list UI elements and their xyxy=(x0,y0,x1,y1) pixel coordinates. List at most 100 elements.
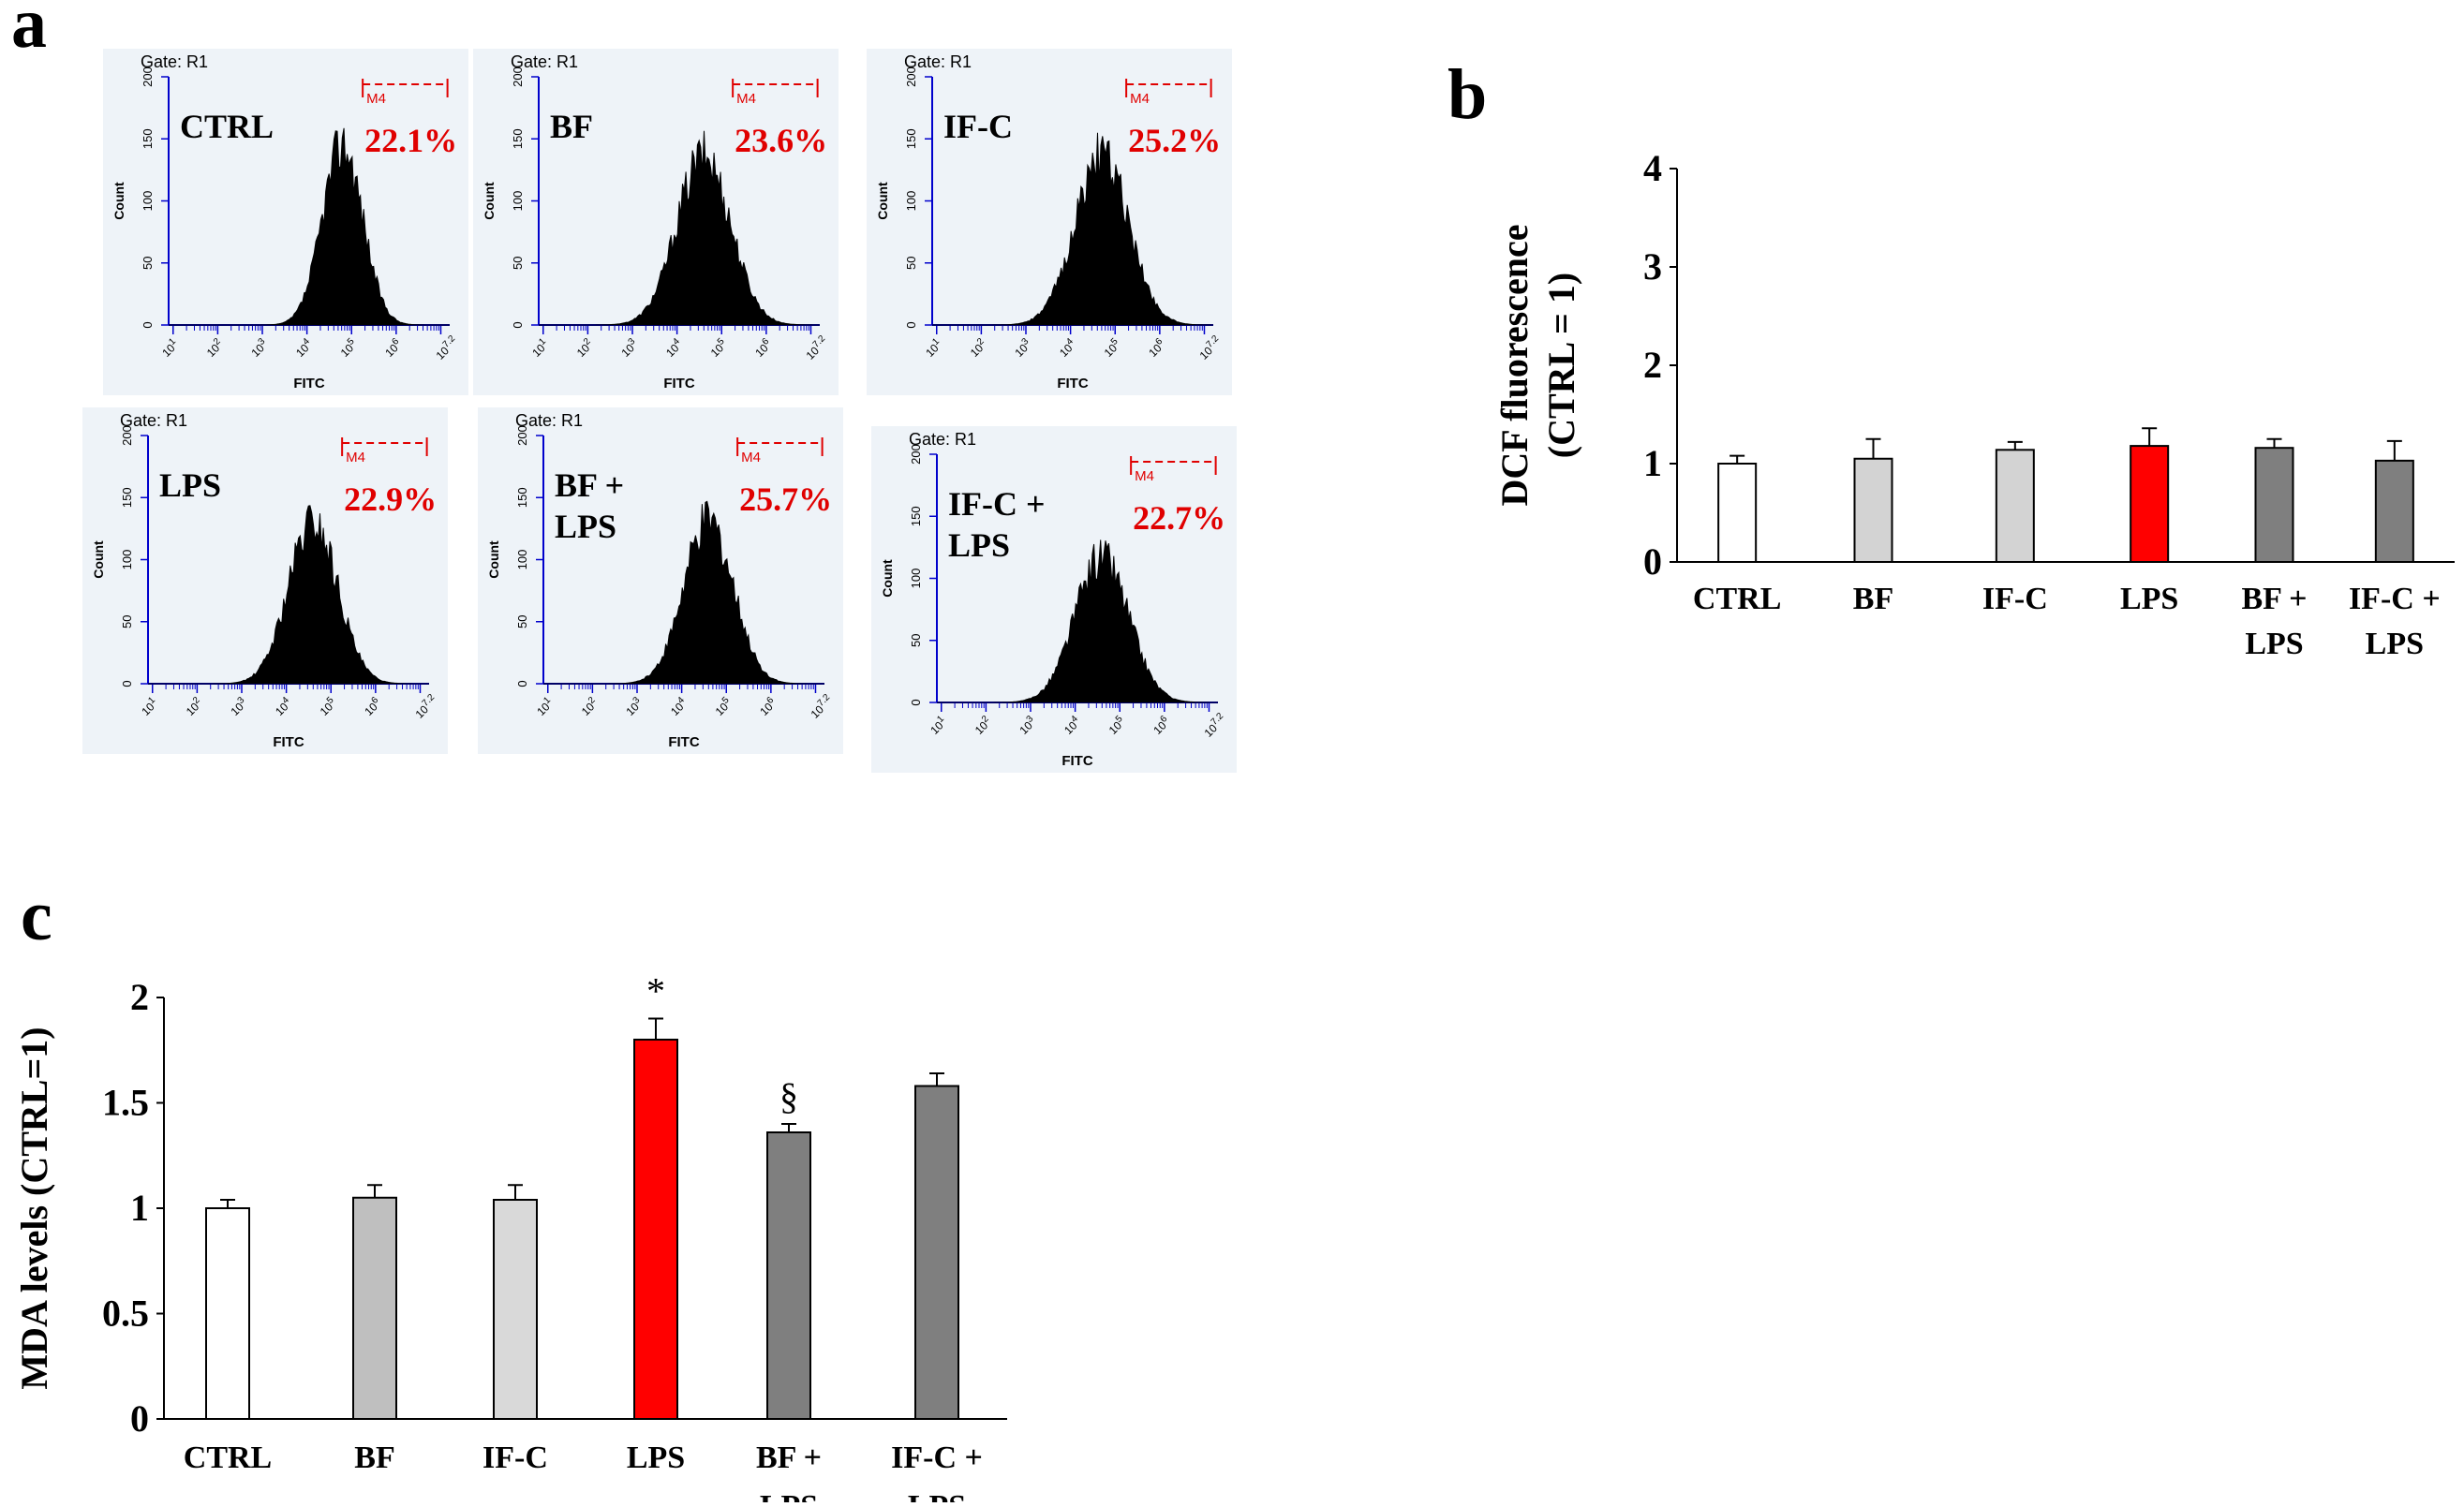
histogram-ylabel: Count xyxy=(111,182,126,220)
y-tick-label: 200 xyxy=(511,66,525,87)
histogram-group-label: LPS xyxy=(159,466,221,504)
y-tick-label: 200 xyxy=(909,444,923,465)
histogram-ylabel: Count xyxy=(486,540,501,579)
y-tick-label: 150 xyxy=(511,128,525,149)
histogram-background xyxy=(473,49,839,395)
y-tick-label: 1.5 xyxy=(102,1082,149,1124)
panel-letter-c: c xyxy=(21,877,52,955)
x-tick-label: 101 xyxy=(922,336,945,360)
bar xyxy=(2374,459,2414,564)
category-label: LPS xyxy=(2120,582,2178,616)
bar xyxy=(766,1131,811,1420)
category-label: IF-C + xyxy=(891,1441,983,1475)
significance-mark: * xyxy=(646,970,665,1012)
category-label: LPS xyxy=(760,1489,818,1502)
histogram-percent: 22.1% xyxy=(364,122,457,159)
histogram-distribution xyxy=(937,539,1218,703)
y-tick-label: 200 xyxy=(120,425,134,446)
y-tick-label: 50 xyxy=(909,634,923,647)
y-axis-label: (CTRL = 1) xyxy=(1540,273,1582,458)
x-tick-label: 102 xyxy=(966,336,989,360)
gate-label: Gate: R1 xyxy=(515,411,583,430)
significance-mark: § xyxy=(779,1075,798,1117)
histogram-percent: 23.6% xyxy=(735,122,827,159)
bar xyxy=(352,1196,397,1420)
histogram-bf-lps: Gate: R1 0 50 100 150 200 101 102 103 104 105 106 10… xyxy=(478,407,843,754)
y-tick-label: 50 xyxy=(515,615,529,628)
histogram-distribution xyxy=(932,132,1213,326)
category-label: BF + xyxy=(2241,582,2307,616)
category-label: BF xyxy=(1853,582,1893,616)
histogram-distribution xyxy=(148,505,429,685)
marker-label: M4 xyxy=(1135,468,1154,484)
y-tick-label: 0 xyxy=(909,699,923,705)
y-tick-label: 150 xyxy=(515,487,529,508)
y-tick-label: 0 xyxy=(120,680,134,687)
histogram-if-c: Gate: R1 0 50 100 150 200 101 102 103 104 105 106 10… xyxy=(867,49,1232,395)
dcf-fluorescence-chart: 0 1 2 3 4 DCF fluorescence (CTRL = 1) CTRL BF IF-… xyxy=(1480,140,2455,698)
panel-letter-b: b xyxy=(1447,55,1488,134)
histogram-background xyxy=(82,407,448,754)
bar xyxy=(205,1207,250,1420)
histogram-bf: Gate: R1 0 50 100 150 200 101 102 103 104 105 106 10… xyxy=(473,49,839,395)
histogram-distribution xyxy=(543,500,824,685)
y-tick-label: 1 xyxy=(130,1187,149,1229)
histogram-distribution xyxy=(169,127,450,326)
bar xyxy=(1995,449,2035,563)
histogram-background xyxy=(871,426,1237,773)
histogram-xlabel: FITC xyxy=(293,376,324,392)
y-tick-label: 100 xyxy=(120,550,134,570)
mda-levels-chart: 0 0.5 1 1.5 2 MDA levels (CTRL=1) CTRL BF IF-C * L… xyxy=(0,965,1031,1507)
bar xyxy=(493,1199,538,1420)
histogram-group-label: BF + xyxy=(555,466,624,504)
bar-chart-svg: 0 0.5 1 1.5 2 MDA levels (CTRL=1) CTRL BF IF-C * L… xyxy=(13,970,1007,1507)
category-label: LPS xyxy=(2245,627,2303,661)
category-label: IF-C xyxy=(482,1441,548,1475)
y-tick-label: 50 xyxy=(511,257,525,270)
category-label: IF-C xyxy=(1982,582,2048,616)
y-tick-label: 100 xyxy=(904,191,918,212)
x-tick-label: 101 xyxy=(528,336,552,360)
bar-chart-svg: 0 1 2 3 4 DCF fluorescence (CTRL = 1) CTRL BF IF-… xyxy=(1493,147,2455,661)
gate-label: Gate: R1 xyxy=(511,52,578,71)
category-label: CTRL xyxy=(184,1441,272,1475)
histogram-background xyxy=(478,407,843,754)
y-tick-label: 200 xyxy=(515,425,529,446)
y-axis-label: DCF fluorescence xyxy=(1493,224,1536,506)
gate-label: Gate: R1 xyxy=(141,52,208,71)
y-tick-label: 0 xyxy=(141,321,155,328)
histogram-group-label: LPS xyxy=(948,526,1010,564)
x-tick-label: 102 xyxy=(971,714,994,737)
histogram-ctrl: Gate: R1 0 50 100 150 200 101 102 103 104 105 106 10… xyxy=(103,49,468,395)
histogram-percent: 25.2% xyxy=(1128,122,1221,159)
category-label: IF-C + xyxy=(2349,582,2441,616)
category-label: CTRL xyxy=(1693,582,1781,616)
category-label: LPS xyxy=(908,1489,966,1502)
histogram-group-label: IF-C xyxy=(943,108,1013,145)
histogram-lps: Gate: R1 0 50 100 150 200 101 102 103 104 105 106 10… xyxy=(82,407,448,754)
panel-letter-a: a xyxy=(11,0,47,63)
y-tick-label: 3 xyxy=(1643,245,1662,288)
y-tick-label: 4 xyxy=(1643,147,1662,189)
histogram-xlabel: FITC xyxy=(668,734,699,750)
histogram-background xyxy=(103,49,468,395)
y-tick-label: 0.5 xyxy=(102,1293,149,1335)
bar xyxy=(1717,463,1758,563)
y-tick-label: 0 xyxy=(130,1397,149,1440)
y-tick-label: 150 xyxy=(120,487,134,508)
y-tick-label: 50 xyxy=(141,257,155,270)
y-tick-label: 200 xyxy=(904,66,918,87)
gate-label: Gate: R1 xyxy=(120,411,187,430)
category-label: BF xyxy=(354,1441,394,1475)
y-tick-label: 100 xyxy=(909,569,923,589)
histogram-ylabel: Count xyxy=(880,559,895,598)
y-tick-label: 2 xyxy=(1643,344,1662,386)
category-label: BF + xyxy=(756,1441,822,1475)
y-tick-label: 0 xyxy=(511,321,525,328)
y-tick-label: 1 xyxy=(1643,442,1662,484)
x-tick-label: 103 xyxy=(1011,336,1034,360)
histogram-group-label: IF-C + xyxy=(948,485,1046,523)
